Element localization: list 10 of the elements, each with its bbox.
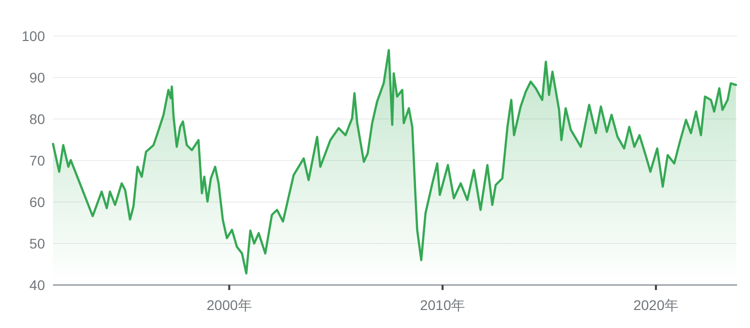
x-tick-label: 2010年 <box>420 297 466 313</box>
x-tick-label: 2000年 <box>206 297 252 313</box>
y-tick-label: 70 <box>29 152 46 168</box>
y-tick-label: 50 <box>29 236 46 252</box>
y-tick-label: 80 <box>29 111 46 127</box>
y-tick-label: 40 <box>29 277 46 293</box>
y-tick-label: 90 <box>29 70 46 86</box>
y-tick-label: 100 <box>22 28 46 44</box>
x-tick-label: 2020年 <box>633 297 679 313</box>
y-tick-label: 60 <box>29 194 46 210</box>
